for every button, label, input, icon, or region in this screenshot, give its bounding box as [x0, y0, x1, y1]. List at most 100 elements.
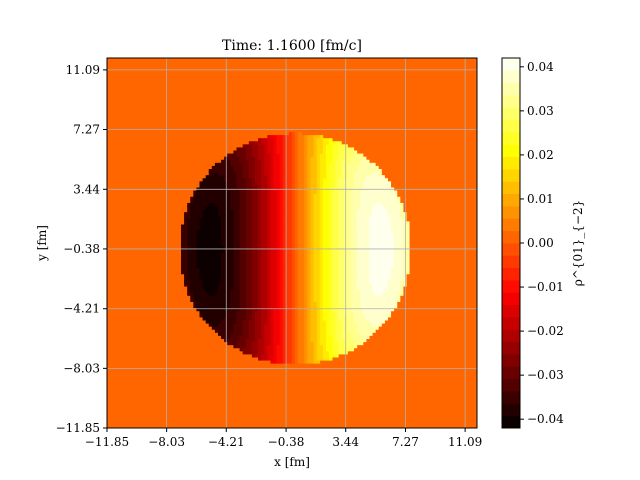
- heatmap-cell: [233, 153, 237, 158]
- heatmap-cell: [218, 329, 222, 333]
- heatmap-cell: [288, 144, 293, 148]
- heatmap-cell: [193, 209, 197, 213]
- heatmap-cell: [295, 184, 299, 188]
- heatmap-cell: [387, 233, 392, 238]
- heatmap-cell: [316, 276, 321, 281]
- heatmap-cell: [332, 320, 336, 324]
- heatmap-cell: [270, 230, 274, 235]
- heatmap-cell: [316, 317, 321, 321]
- heatmap-cell: [270, 162, 274, 167]
- heatmap-cell: [267, 357, 271, 361]
- heatmap-cell: [208, 218, 213, 222]
- heatmap-cell: [227, 199, 231, 204]
- heatmap-cell: [375, 243, 379, 247]
- heatmap-cell: [270, 196, 274, 201]
- heatmap-cell: [273, 162, 277, 167]
- heatmap-cell: [319, 347, 324, 352]
- heatmap-cell: [214, 301, 219, 306]
- heatmap-cell: [270, 252, 274, 256]
- heatmap-cell: [372, 209, 376, 213]
- heatmap-cell: [375, 326, 379, 330]
- heatmap-cell: [295, 159, 299, 164]
- heatmap-cell: [316, 233, 321, 238]
- heatmap-cell: [319, 215, 324, 219]
- heatmap-cell: [233, 239, 237, 244]
- heatmap-cell: [258, 233, 262, 238]
- heatmap-cell: [399, 292, 404, 296]
- heatmap-cell: [184, 276, 188, 281]
- heatmap-cell: [282, 273, 287, 278]
- heatmap-cell: [341, 323, 345, 327]
- heatmap-cell: [236, 162, 240, 167]
- heatmap-cell: [319, 184, 324, 188]
- heatmap-cell: [221, 239, 225, 244]
- heatmap-cell: [276, 206, 281, 210]
- heatmap-cell: [258, 218, 262, 222]
- heatmap-cell: [322, 212, 327, 216]
- heatmap-cell: [335, 304, 339, 309]
- heatmap-cell: [211, 230, 216, 235]
- heatmap-cell: [384, 255, 388, 259]
- heatmap-cell: [316, 227, 321, 232]
- heatmap-cell: [341, 156, 345, 161]
- heatmap-cell: [236, 175, 240, 179]
- heatmap-cell: [344, 243, 348, 247]
- heatmap-cell: [264, 190, 268, 195]
- heatmap-cell: [378, 323, 382, 327]
- heatmap-cell: [359, 286, 364, 290]
- heatmap-cell: [399, 261, 404, 265]
- heatmap-cell: [295, 236, 299, 241]
- heatmap-cell: [375, 280, 379, 284]
- heatmap-cell: [319, 357, 324, 361]
- heatmap-cell: [310, 190, 314, 195]
- heatmap-cell: [181, 246, 185, 250]
- heatmap-cell: [353, 224, 358, 228]
- heatmap-cell: [190, 249, 194, 253]
- heatmap-cell: [366, 289, 370, 293]
- heatmap-cell: [322, 181, 327, 185]
- heatmap-cell: [236, 326, 240, 330]
- heatmap-cell: [356, 230, 361, 235]
- heatmap-cell: [356, 298, 361, 302]
- heatmap-cell: [335, 298, 339, 302]
- heatmap-cell: [214, 212, 219, 216]
- heatmap-cell: [199, 280, 203, 284]
- heatmap-cell: [304, 144, 308, 148]
- heatmap-cell: [347, 252, 351, 256]
- heatmap-cell: [295, 295, 299, 299]
- heatmap-cell: [292, 335, 296, 339]
- heatmap-cell: [187, 252, 191, 256]
- heatmap-cell: [242, 147, 247, 151]
- heatmap-cell: [270, 172, 274, 176]
- heatmap-cell: [230, 249, 234, 253]
- heatmap-cell: [310, 341, 314, 346]
- heatmap-cell: [218, 270, 222, 275]
- heatmap-cell: [261, 273, 265, 278]
- heatmap-cell: [205, 320, 210, 324]
- heatmap-cell: [381, 261, 385, 265]
- heatmap-cell: [387, 273, 392, 278]
- heatmap-cell: [202, 310, 207, 315]
- heatmap-cell: [347, 264, 351, 269]
- heatmap-cell: [378, 310, 382, 315]
- heatmap-cell: [270, 199, 274, 204]
- heatmap-cell: [242, 199, 247, 204]
- heatmap-cell: [350, 224, 355, 228]
- heatmap-cell: [187, 233, 191, 238]
- heatmap-cell: [375, 289, 379, 293]
- heatmap-cell: [362, 193, 367, 198]
- heatmap-cell: [190, 218, 194, 222]
- heatmap-cell: [199, 209, 203, 213]
- heatmap-cell: [393, 286, 398, 290]
- heatmap-cell: [310, 153, 314, 158]
- heatmap-cell: [202, 239, 207, 244]
- heatmap-cell: [236, 147, 240, 151]
- heatmap-cell: [199, 239, 203, 244]
- heatmap-cell: [208, 283, 213, 287]
- heatmap-cell: [375, 209, 379, 213]
- heatmap-cell: [255, 190, 259, 195]
- heatmap-cell: [390, 273, 395, 278]
- heatmap-cell: [267, 147, 271, 151]
- heatmap-cell: [356, 280, 361, 284]
- heatmap-cell: [270, 246, 274, 250]
